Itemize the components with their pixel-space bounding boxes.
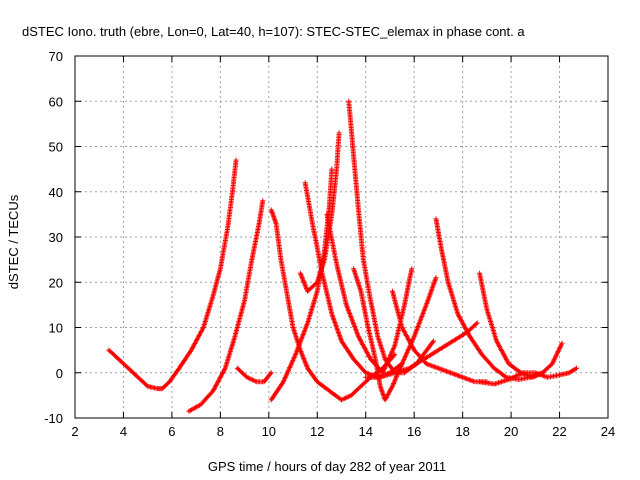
series-markers xyxy=(106,157,239,392)
x-tick-label: 24 xyxy=(601,424,615,439)
series-markers xyxy=(186,198,266,414)
x-tick-label: 18 xyxy=(455,424,469,439)
y-tick-label: 40 xyxy=(49,185,63,200)
x-axis-label: GPS time / hours of day 282 of year 2011 xyxy=(208,459,446,474)
series-2 xyxy=(186,198,266,414)
series-markers xyxy=(297,130,342,294)
series-markers xyxy=(234,365,274,385)
x-tick-label: 14 xyxy=(358,424,372,439)
series-15 xyxy=(477,365,579,387)
y-tick-label: 20 xyxy=(49,275,63,290)
y-tick-label: -10 xyxy=(44,411,63,426)
y-axis-label: dSTEC / TECUs xyxy=(6,194,21,289)
x-tick-label: 16 xyxy=(407,424,421,439)
x-tick-label: 12 xyxy=(310,424,324,439)
series-markers xyxy=(433,216,546,382)
series-10 xyxy=(351,266,439,403)
series-12 xyxy=(389,288,490,385)
y-tick-label: 10 xyxy=(49,321,63,336)
grid-lines xyxy=(75,56,608,418)
x-tick-label: 10 xyxy=(262,424,276,439)
series-13 xyxy=(433,216,546,382)
series-markers xyxy=(477,365,579,387)
plot-frame xyxy=(74,55,609,419)
chart-title: dSTEC Iono. truth (ebre, Lon=0, Lat=40, … xyxy=(22,24,525,39)
series-3 xyxy=(234,365,274,385)
series-markers xyxy=(389,288,490,385)
y-tick-label: 60 xyxy=(49,94,63,109)
x-tick-label: 2 xyxy=(71,424,78,439)
x-tick-label: 4 xyxy=(120,424,127,439)
series-8 xyxy=(324,211,415,376)
x-tick-label: 22 xyxy=(552,424,566,439)
x-tick-label: 8 xyxy=(217,424,224,439)
data-points xyxy=(106,98,579,414)
series-7 xyxy=(297,130,342,294)
y-tick-label: 50 xyxy=(49,140,63,155)
x-tick-label: 20 xyxy=(504,424,518,439)
y-tick-label: 0 xyxy=(56,366,63,381)
y-tick-label: 70 xyxy=(49,49,63,64)
x-tick-label: 6 xyxy=(168,424,175,439)
y-tick-label: 30 xyxy=(49,230,63,245)
series-markers xyxy=(324,211,415,376)
series-markers xyxy=(351,266,439,403)
series-1 xyxy=(106,157,239,392)
